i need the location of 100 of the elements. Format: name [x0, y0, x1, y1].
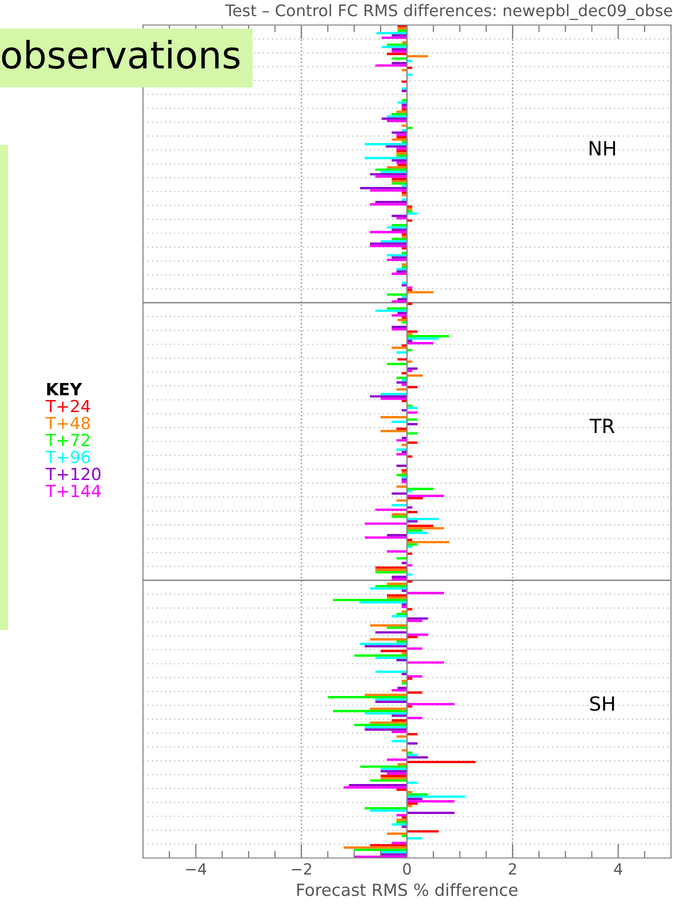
- bar: [407, 332, 412, 336]
- bar: [396, 268, 407, 270]
- bar: [386, 115, 407, 118]
- bar: [392, 504, 407, 506]
- bar: [364, 807, 407, 810]
- bar: [364, 645, 407, 648]
- bar: [402, 104, 407, 106]
- bar: [360, 765, 407, 768]
- text: T+48: [46, 416, 90, 430]
- bar: [402, 198, 407, 201]
- bar: [370, 638, 407, 640]
- bar: [370, 242, 407, 245]
- bar: [407, 348, 412, 352]
- bar: [380, 416, 407, 418]
- text: T+24: [46, 400, 90, 412]
- bar: [386, 534, 407, 536]
- bar: [407, 546, 412, 548]
- bar: [392, 740, 407, 742]
- bar: [348, 784, 407, 786]
- bar: [375, 700, 407, 703]
- bar: [407, 360, 412, 363]
- bar: [375, 571, 407, 574]
- bar: [392, 615, 407, 618]
- annotation: TR: [590, 418, 614, 433]
- bar: [407, 335, 450, 338]
- bar: [402, 184, 407, 187]
- bar: [370, 173, 407, 176]
- bar: [402, 379, 407, 382]
- bar: [380, 770, 407, 772]
- annotation: SH: [590, 696, 614, 711]
- bar: [396, 110, 407, 113]
- bar: [396, 820, 407, 824]
- bar: [364, 694, 407, 696]
- bar: [396, 154, 407, 157]
- bar: [402, 124, 407, 127]
- bar: [407, 532, 428, 534]
- bar: [402, 296, 407, 298]
- bar: [402, 478, 407, 481]
- bar: [407, 422, 418, 426]
- bar: [407, 302, 412, 305]
- bar: [370, 395, 407, 398]
- bar: [402, 603, 407, 606]
- bar: [407, 756, 428, 759]
- bar: [359, 601, 407, 604]
- text: T+96: [46, 450, 90, 464]
- bar: [386, 44, 407, 46]
- bar: [375, 310, 407, 312]
- bar: [407, 796, 466, 798]
- bar: [386, 582, 407, 585]
- bar: [380, 240, 407, 243]
- bar: [396, 376, 407, 380]
- bar: [397, 30, 407, 32]
- bar: [402, 266, 407, 268]
- bar: [386, 626, 407, 629]
- bar: [392, 578, 407, 580]
- bar: [407, 432, 418, 435]
- bar: [375, 584, 407, 588]
- x-tick-label: −2: [292, 863, 312, 874]
- bar: [407, 752, 412, 754]
- bar: [402, 87, 407, 90]
- bar: [402, 321, 407, 324]
- bar: [407, 367, 418, 370]
- bar: [382, 118, 407, 120]
- bar: [392, 159, 407, 162]
- bar: [364, 143, 407, 146]
- bar: [407, 793, 428, 796]
- bar: [392, 214, 407, 218]
- bar: [402, 129, 407, 132]
- bar: [370, 721, 407, 724]
- bar: [392, 48, 407, 50]
- bar: [386, 832, 407, 835]
- bar: [402, 409, 407, 412]
- bar: [392, 576, 407, 578]
- bar: [392, 62, 407, 64]
- bar: [386, 166, 407, 168]
- bar: [402, 236, 407, 238]
- bar: [407, 55, 428, 58]
- bar: [392, 714, 407, 717]
- bar: [380, 777, 407, 780]
- bar: [354, 848, 407, 852]
- bar: [396, 640, 407, 643]
- bar: [375, 656, 407, 660]
- bar: [407, 520, 418, 522]
- bar: [402, 749, 407, 752]
- x-tick-label: 4: [614, 863, 622, 874]
- x-tick-label: 2: [508, 863, 516, 874]
- bar: [396, 612, 407, 616]
- bar: [396, 464, 407, 467]
- bar: [407, 527, 444, 530]
- x-tick-label: 0: [403, 863, 411, 875]
- bar: [402, 68, 407, 72]
- bar: [402, 99, 407, 102]
- bar: [397, 763, 407, 766]
- bar: [407, 291, 434, 294]
- bar: [392, 346, 407, 349]
- bar: [386, 596, 407, 599]
- bar: [386, 254, 407, 256]
- bar: [407, 837, 422, 840]
- bar: [364, 712, 407, 715]
- bar: [375, 631, 407, 634]
